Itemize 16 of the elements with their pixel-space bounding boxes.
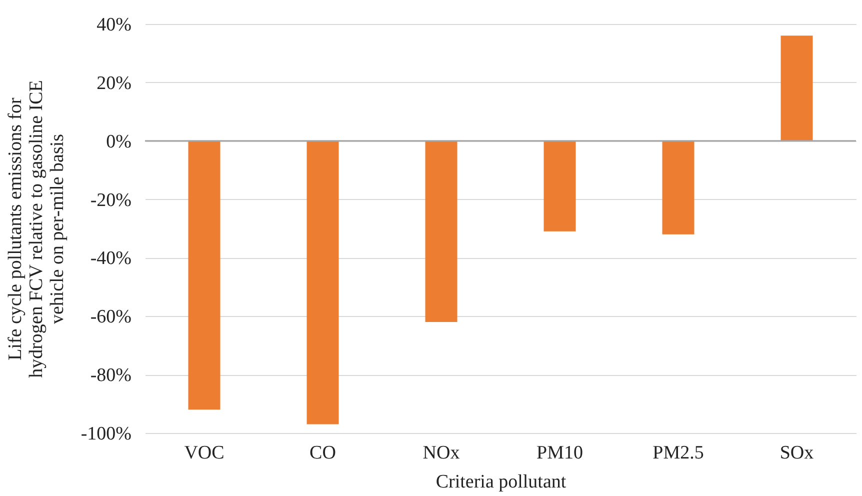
x-tick-label: PM10 <box>536 442 583 464</box>
y-tick-label: 0% <box>106 131 132 152</box>
y-tick-label: -20% <box>90 190 132 211</box>
y-tick-label: 40% <box>96 14 132 36</box>
y-tick-label: -60% <box>90 306 132 328</box>
x-tick-label: PM2.5 <box>652 442 704 464</box>
y-axis-title: Life cycle pollutants emissions for hydrogen FCV relative to gasoline ICE vehicle on per-mile basis <box>4 80 68 378</box>
x-tick-label: SOx <box>780 442 814 464</box>
x-tick-label: NOx <box>422 442 460 464</box>
y-tick-label: -100% <box>80 424 132 444</box>
x-tick-label: CO <box>310 442 336 464</box>
y-tick-label: 20% <box>96 72 132 94</box>
y-tick-label: -40% <box>90 248 132 270</box>
x-tick-label: VOC <box>184 442 224 464</box>
x-axis-title: Criteria pollutant <box>436 472 567 492</box>
y-tick-label: -80% <box>90 365 132 386</box>
